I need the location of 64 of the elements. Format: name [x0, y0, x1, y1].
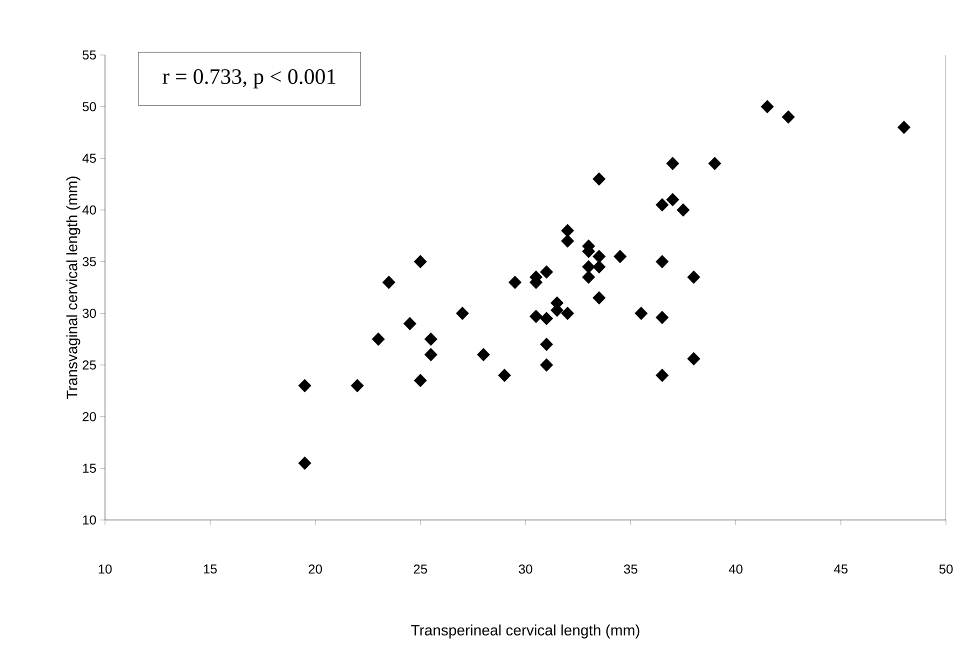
point: [561, 306, 574, 320]
y-tick-label: 45: [82, 154, 96, 163]
point: [424, 332, 438, 346]
point: [498, 368, 512, 382]
y-tick-label: 30: [82, 308, 96, 318]
point: [382, 276, 396, 290]
y-tick-label: 20: [82, 412, 96, 422]
point: [508, 276, 522, 290]
point: [561, 234, 574, 248]
x-axis-title: Transperineal cervical length (mm): [411, 624, 640, 638]
point: [666, 156, 680, 170]
x-tick-label: 30: [518, 564, 532, 574]
point: [656, 310, 669, 324]
point: [614, 250, 627, 264]
y-tick-label: 40: [82, 205, 96, 215]
annotation: r = 0.733, p < 0.001: [162, 69, 336, 88]
point: [540, 358, 554, 372]
point: [456, 306, 469, 320]
x-tick-label: 40: [728, 564, 742, 574]
x-tick-label: 15: [204, 564, 217, 574]
point: [592, 260, 606, 274]
point: [708, 156, 722, 170]
x-tick-label: 35: [624, 564, 638, 574]
point: [561, 224, 574, 238]
x-tick-label: 50: [939, 564, 953, 574]
point: [782, 110, 795, 124]
y-tick-label: 50: [82, 102, 96, 112]
y-tick-label: 25: [82, 360, 96, 370]
point: [540, 265, 554, 279]
point: [666, 192, 680, 206]
point: [540, 338, 554, 352]
point: [687, 270, 700, 284]
point: [656, 368, 669, 382]
point: [540, 312, 554, 326]
y-tick-label: 10: [83, 515, 96, 525]
y-axis-title: Transvaginal cervical length (mm): [66, 176, 80, 399]
point: [529, 310, 543, 324]
y-tick-label: 55: [82, 50, 96, 60]
x-tick-label: 10: [98, 564, 112, 574]
x-tick-label: 20: [308, 564, 322, 574]
point: [656, 254, 669, 268]
point: [760, 100, 774, 114]
point: [592, 172, 606, 186]
point: [582, 270, 596, 284]
point: [687, 352, 700, 366]
y-tick-label: 35: [82, 257, 96, 266]
point: [656, 198, 669, 212]
y-tick-label: 15: [83, 464, 96, 473]
x-tick-label: 25: [414, 564, 428, 574]
point: [298, 456, 312, 470]
point: [403, 316, 416, 330]
point: [414, 374, 427, 388]
point: [634, 306, 648, 320]
point: [298, 378, 312, 392]
point: [424, 348, 438, 362]
point: [476, 348, 490, 362]
point: [592, 250, 606, 264]
point: [592, 291, 606, 305]
point: [414, 254, 427, 268]
point: [897, 120, 910, 134]
x-tick-label: 45: [834, 564, 848, 574]
point: [676, 203, 690, 217]
point: [372, 332, 385, 346]
point: [350, 378, 364, 392]
